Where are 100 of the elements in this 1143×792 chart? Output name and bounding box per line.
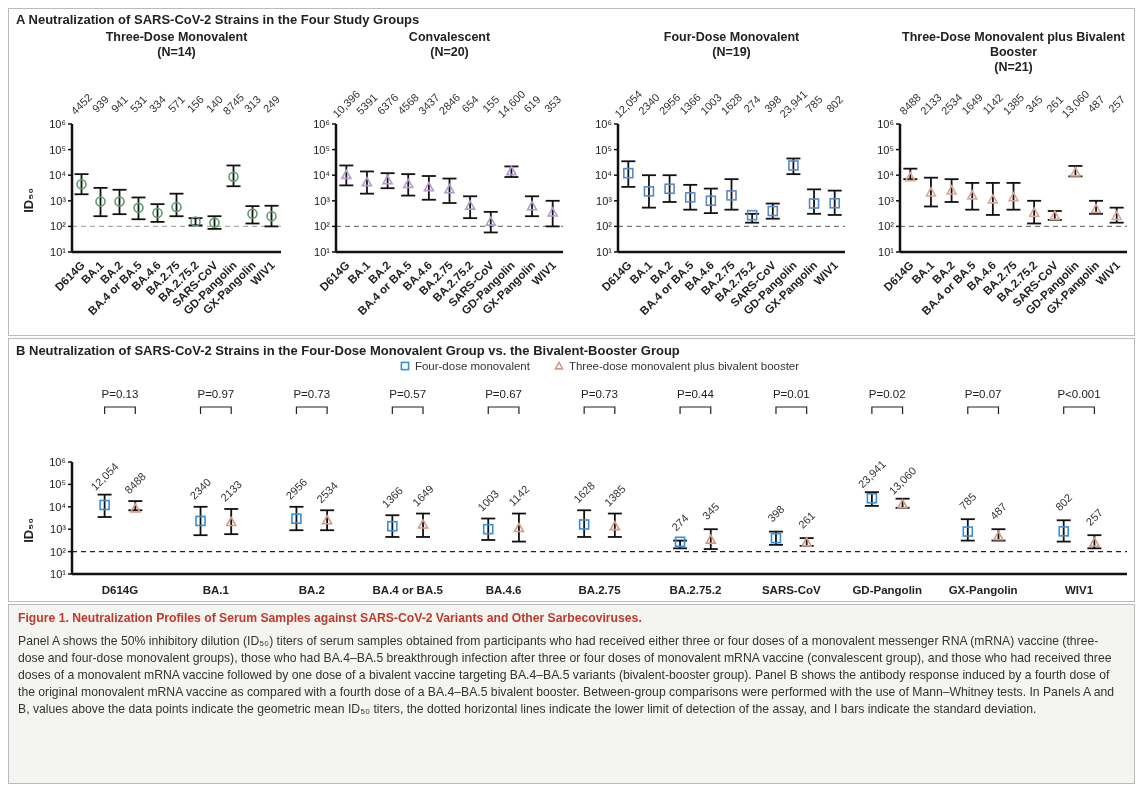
text: P=0.97 xyxy=(197,388,235,400)
y-tick-label: 10⁶ xyxy=(49,117,66,130)
point xyxy=(382,174,393,185)
y-tick-label: 10² xyxy=(314,220,331,233)
point xyxy=(925,187,937,197)
y-tick-label: 10⁵ xyxy=(49,143,66,156)
y-tick-label: 10¹ xyxy=(596,245,613,258)
x-tick-label: BA.4.6 xyxy=(485,584,522,596)
y-tick-label: 10⁶ xyxy=(313,117,330,130)
point xyxy=(705,195,717,207)
point xyxy=(526,200,538,211)
point xyxy=(228,171,239,182)
point xyxy=(966,189,978,200)
text: P<0.001 xyxy=(1057,388,1101,400)
y-tick-label: 10² xyxy=(50,220,67,233)
y-tick-label: 10⁶ xyxy=(595,117,612,130)
point xyxy=(402,178,414,189)
y-tick-label: 10¹ xyxy=(878,245,895,258)
x-tick-label: SARS-CoV xyxy=(761,584,822,596)
point xyxy=(266,210,277,222)
x-tick-label: BA.2 xyxy=(298,584,325,596)
point xyxy=(76,178,87,190)
chart-title: Convalescent xyxy=(407,30,492,45)
y-tick-label: 10⁴ xyxy=(49,500,67,513)
text: P=0.73 xyxy=(293,388,331,400)
data-label: 274 xyxy=(669,511,691,534)
text: P=0.44 xyxy=(677,388,715,400)
data-label: 257 xyxy=(1105,93,1128,115)
chart-title: B Neutralization of SARS-CoV-2 Strains in the Four-Dose Monovalent Group vs. the Bivalent-Booster Group xyxy=(16,343,680,358)
point xyxy=(1008,191,1019,202)
text: P=0.02 xyxy=(868,388,906,400)
text: Panel A shows the 50% inhibitory dilution (ID₅₀) titers of serum samples obtained from participants who had received either three or four doses of a monovalent messenger RNA (mRNA) vaccine (three-dose and four-dose monovalent groups), those who had BA.4–BA.5 breakthrough infection after three or four doses of monovalent mRNA vaccine (convalescent group), and those who had received three doses of a monovalent mRNA vaccine followed by one dose of a bivalent vaccine targeting BA.4–BA.5 variants (bivalent-booster group). Panel B shows the antibody response induced by a fourth dose of the original monovalent mRNA vaccine as compared with a fourth dose of a BA.4–BA.5 bivalent booster. Between-group comparisons were performed with the use of Mann–Whitney tests. In Panels A and B, values above the data points indicate the geometric mean ID₅₀ titers, the dotted horizontal lines indicate the lower limit of detection of the assay, and I bars indicate the standard deviation. xyxy=(18,633,1116,718)
point xyxy=(829,197,840,209)
y-tick-label: 10⁵ xyxy=(49,478,66,491)
data-label: 398 xyxy=(765,502,787,525)
point xyxy=(643,186,655,197)
point xyxy=(133,202,144,214)
y-tick-label: 10² xyxy=(50,545,67,558)
point xyxy=(485,216,497,226)
x-tick-label: GD-Pangolin xyxy=(852,584,923,596)
chart-title: Three-Dose Monovalent xyxy=(104,30,249,45)
y-tick-label: 10² xyxy=(596,220,613,233)
point xyxy=(444,183,455,194)
data-label: 654 xyxy=(459,93,481,115)
data-label: 345 xyxy=(1023,93,1045,115)
x-tick-label: BA.1 xyxy=(202,584,230,596)
point xyxy=(547,207,558,217)
point xyxy=(114,196,125,207)
data-label: 249 xyxy=(260,93,283,115)
text: P=0.01 xyxy=(772,388,810,400)
data-label: 802 xyxy=(1052,491,1075,513)
x-tick-label: BA.4 or BA.5 xyxy=(372,584,444,596)
point xyxy=(684,192,696,203)
chart-subtitle: (N=20) xyxy=(429,45,470,60)
point xyxy=(788,160,799,171)
data-label: 353 xyxy=(541,93,564,115)
y-tick-label: 10³ xyxy=(50,194,67,207)
data-label: 261 xyxy=(795,509,818,531)
point xyxy=(808,198,820,209)
chart-subtitle: (N=21) xyxy=(993,60,1034,75)
y-tick-label: 10⁴ xyxy=(595,169,613,182)
y-tick-label: 10¹ xyxy=(314,245,331,258)
text: P=0.07 xyxy=(964,388,1002,400)
y-axis-title: ID₅₀ xyxy=(20,517,36,543)
y-tick-label: 10⁴ xyxy=(49,169,67,182)
text: P=0.67 xyxy=(485,388,522,400)
point xyxy=(946,185,957,195)
y-tick-label: 10⁴ xyxy=(877,169,895,182)
text: A Neutralization of SARS-CoV-2 Strains in the Four Study Groups xyxy=(16,12,420,27)
x-tick-label: WIV1 xyxy=(1064,584,1094,596)
point xyxy=(726,190,737,201)
point xyxy=(152,207,163,219)
point xyxy=(361,176,373,187)
data-label: 785 xyxy=(956,490,979,512)
y-tick-label: 10⁵ xyxy=(595,143,612,156)
data-label: 487 xyxy=(987,500,1010,522)
caption: Figure 1. Neutralization Profiles of Serum Samples against SARS-CoV-2 Variants and Other Sarbecoviruses. xyxy=(18,610,643,627)
data-label: 257 xyxy=(1083,506,1106,528)
point xyxy=(247,208,258,220)
point xyxy=(171,201,182,213)
y-tick-label: 10³ xyxy=(878,194,895,207)
legend-label: Three-dose monovalent plus bivalent booster xyxy=(568,360,800,372)
chart-subtitle: (N=19) xyxy=(711,45,752,60)
text: P=0.57 xyxy=(389,388,427,400)
text: P=0.73 xyxy=(581,388,618,400)
data-label: 274 xyxy=(741,93,763,115)
y-tick-label: 10² xyxy=(878,220,895,233)
y-tick-label: 10⁶ xyxy=(49,455,66,468)
point xyxy=(664,183,675,195)
point xyxy=(1090,203,1102,214)
y-tick-label: 10⁵ xyxy=(313,143,330,156)
y-tick-label: 10⁴ xyxy=(313,169,331,182)
point xyxy=(623,167,634,179)
y-tick-label: 10³ xyxy=(596,194,613,207)
data-label: 345 xyxy=(699,500,722,522)
x-tick-label: D614G xyxy=(101,584,139,596)
y-tick-label: 10¹ xyxy=(50,567,67,580)
chart-title: Three-Dose Monovalent plus Bivalent Booster xyxy=(901,30,1126,60)
point xyxy=(905,171,916,182)
point xyxy=(987,194,999,204)
